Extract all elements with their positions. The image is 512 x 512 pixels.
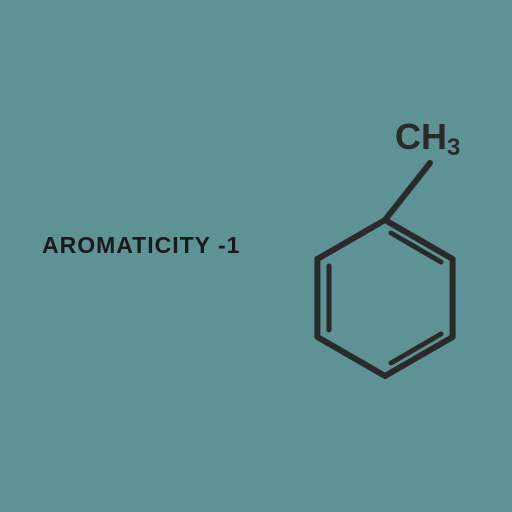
ch-subscript: 3 <box>447 134 460 161</box>
methyl-bond <box>385 163 430 220</box>
benzene-ring <box>317 220 452 376</box>
page-title: AROMATICITY -1 <box>42 232 240 259</box>
methyl-label: CH3 <box>395 116 460 158</box>
ch-text: CH <box>395 116 447 157</box>
